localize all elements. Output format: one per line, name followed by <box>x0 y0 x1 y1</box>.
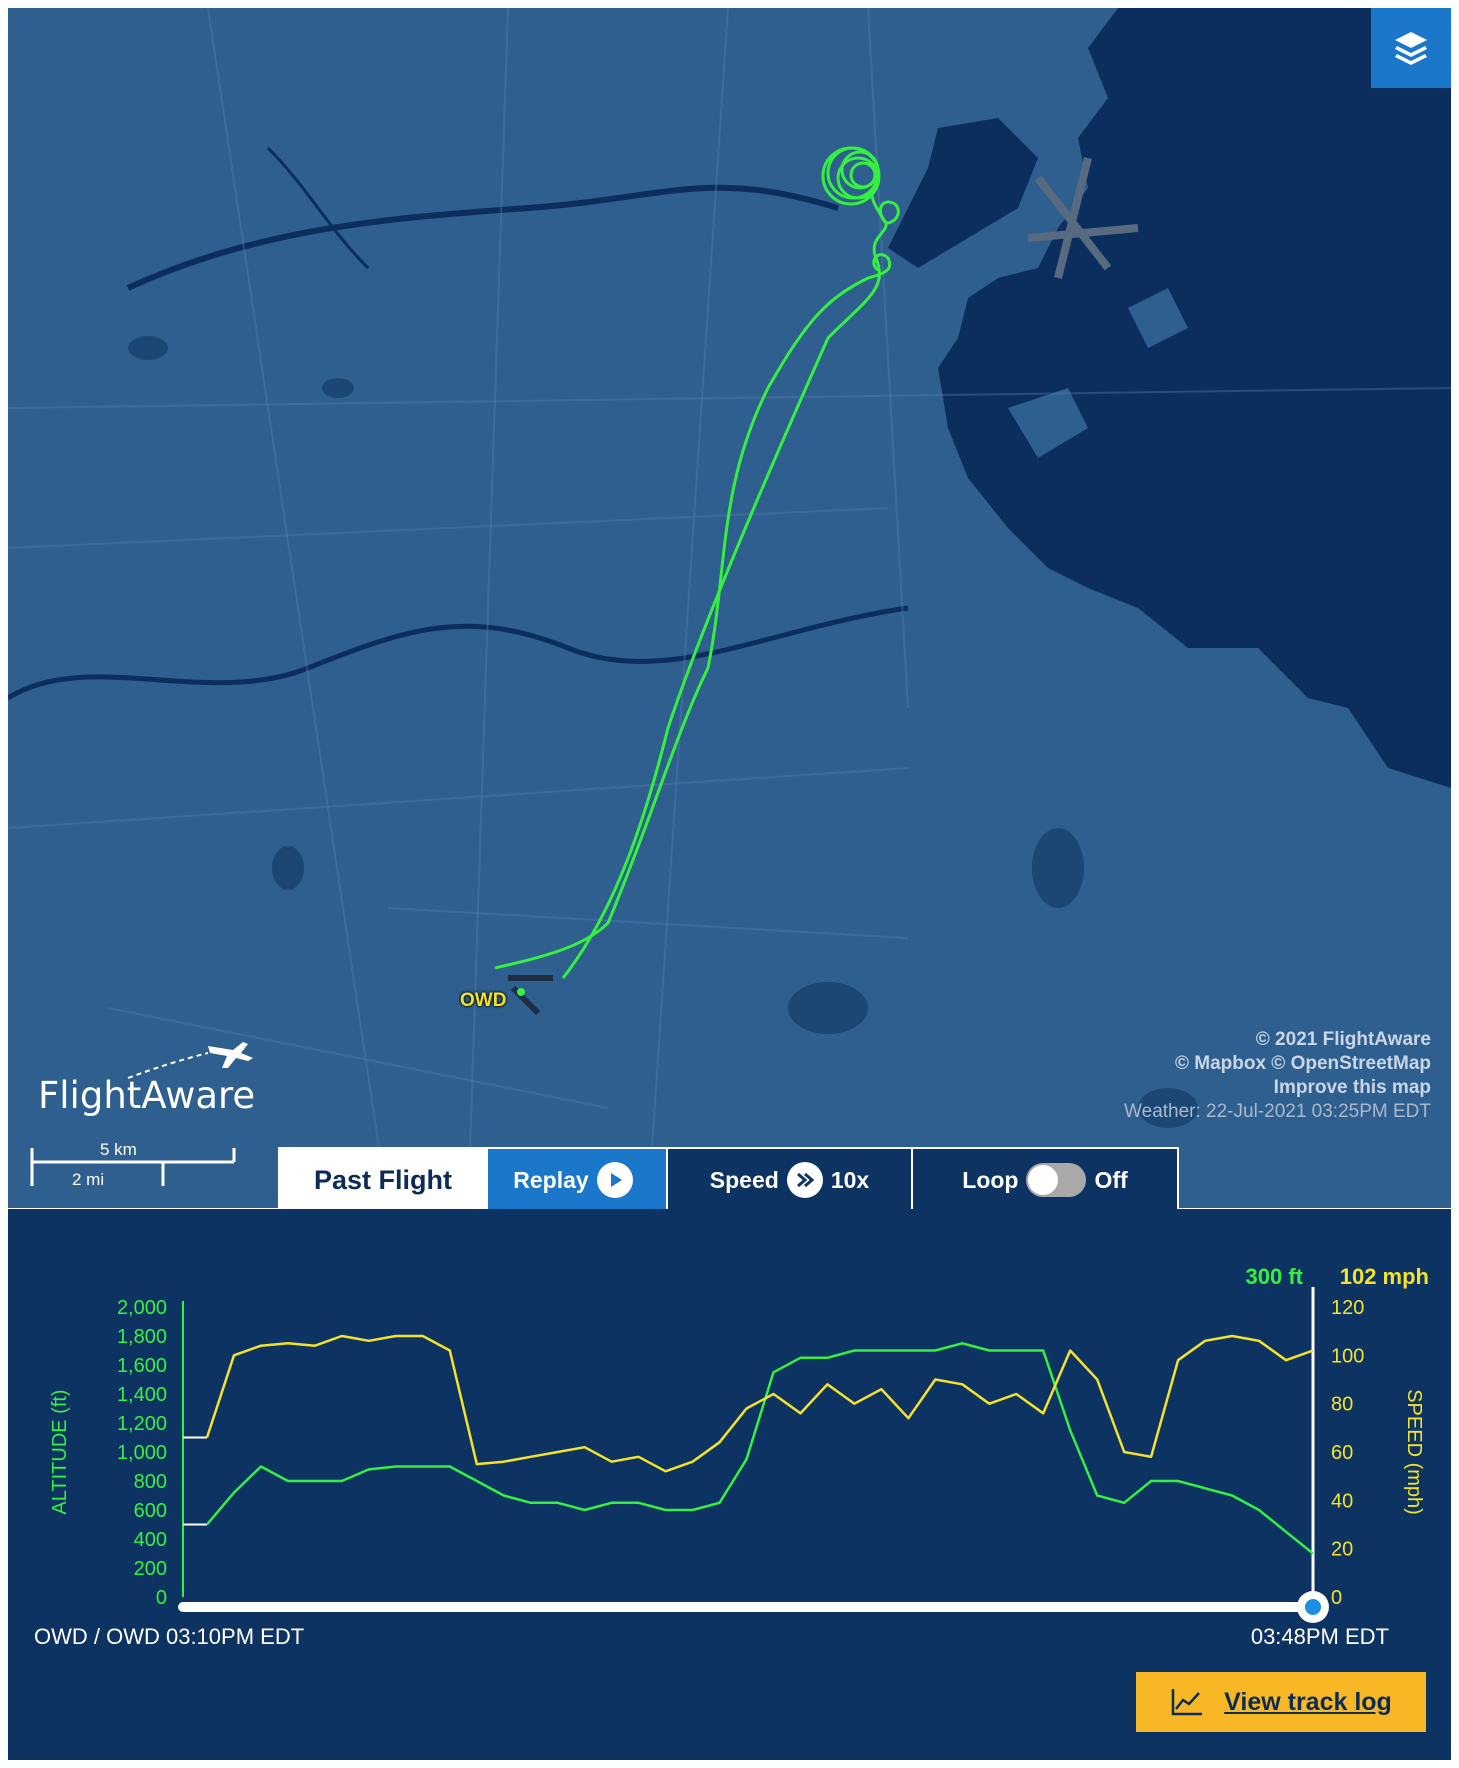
timeline-handle-dot <box>1305 1599 1321 1615</box>
loop-toggle[interactable] <box>1026 1163 1087 1197</box>
loop-control[interactable]: Loop Off <box>913 1149 1177 1211</box>
altitude-tick-label: 0 <box>156 1587 167 1609</box>
altitude-tick-label: 1,800 <box>117 1326 167 1348</box>
altitude-tick-label: 1,000 <box>117 1442 167 1464</box>
current-altitude: 300 ft <box>1245 1264 1303 1289</box>
replay-button[interactable]: Replay <box>488 1149 668 1211</box>
speed-tick-label: 0 <box>1331 1587 1342 1609</box>
lake-shapes <box>128 336 1198 1128</box>
replay-controls: Past Flight Replay Speed 10x Loop Off <box>278 1147 1179 1211</box>
scale-km: 5 km <box>100 1140 137 1159</box>
owd-runways <box>508 975 553 1016</box>
layers-icon <box>1395 32 1427 65</box>
copyright-mapbox-osm[interactable]: © Mapbox © OpenStreetMap <box>1174 1053 1431 1074</box>
chart-line-icon <box>1171 1689 1203 1716</box>
fast-forward-icon <box>786 1162 823 1198</box>
river-line <box>8 605 909 701</box>
weather-timestamp: Weather: 22-Jul-2021 03:25PM EDT <box>1124 1101 1431 1122</box>
departure-time: OWD / OWD 03:10PM EDT <box>34 1624 305 1649</box>
map-basemap <box>8 8 1451 1208</box>
altitude-tick-label: 1,400 <box>117 1384 167 1406</box>
airport-label: OWD <box>460 990 507 1011</box>
current-speed: 102 mph <box>1339 1264 1429 1289</box>
harbor-shape <box>888 118 1038 268</box>
speed-tick-label: 80 <box>1331 1394 1353 1416</box>
scale-bar <box>30 1148 236 1186</box>
speed-value: 10x <box>830 1166 870 1193</box>
map-attribution: © 2021 FlightAware © Mapbox © OpenStreet… <box>1124 1028 1431 1124</box>
speed-axis-label: SPEED (mph) <box>1403 1389 1425 1515</box>
speed-label: Speed <box>709 1166 779 1193</box>
layers-button[interactable] <box>1371 8 1451 88</box>
speed-tick-label: 20 <box>1331 1539 1353 1561</box>
improve-map-link[interactable]: Improve this map <box>1273 1077 1431 1098</box>
scale-mi: 2 mi <box>72 1170 105 1189</box>
ocean-shape <box>938 8 1451 788</box>
speed-tick-label: 100 <box>1331 1345 1364 1367</box>
speed-tick-label: 60 <box>1331 1442 1353 1464</box>
altitude-tick-label: 2,000 <box>117 1297 167 1319</box>
logo-text: FlightAware <box>38 1074 256 1117</box>
map-scale: 5 km 2 mi <box>28 1128 238 1189</box>
island-shape <box>1128 288 1188 348</box>
river-line <box>126 184 839 291</box>
view-track-log-label: View track log <box>1224 1687 1392 1716</box>
holding-circles <box>821 146 881 206</box>
altitude-tick-label: 200 <box>134 1558 167 1580</box>
river-line <box>266 146 370 270</box>
altitude-axis-label: ALTITUDE (ft) <box>49 1389 71 1514</box>
toggle-knob <box>1028 1165 1059 1195</box>
flight-track <box>494 187 900 979</box>
speed-button[interactable]: Speed 10x <box>668 1149 913 1211</box>
past-flight-label: Past Flight <box>313 1164 452 1195</box>
view-track-log-button[interactable]: View track log <box>1136 1672 1426 1732</box>
altitude-tick-label: 800 <box>134 1471 167 1493</box>
loop-value: Off <box>1094 1166 1128 1193</box>
chart-svg: 2,0001,8001,6001,4001,2001,0008006004002… <box>49 1287 1425 1623</box>
replay-label: Replay <box>513 1166 589 1193</box>
speed-tick-label: 40 <box>1331 1490 1353 1512</box>
altitude-speed-chart: 2,000 1,800 1,600 1,400 1,200 1,000 800 600 400 2… <box>8 1209 1451 1760</box>
past-flight-tab[interactable]: Past Flight <box>280 1149 488 1211</box>
altitude-tick-label: 1,600 <box>117 1355 167 1377</box>
copyright-flightaware: © 2021 FlightAware <box>1255 1029 1431 1050</box>
airport-runways <box>1027 157 1139 279</box>
flightaware-logo: FlightAware <box>38 1028 258 1117</box>
arrival-time: 03:48PM EDT <box>1250 1624 1389 1649</box>
loop-label: Loop <box>962 1166 1019 1193</box>
altitude-tick-label: 1,200 <box>117 1413 167 1435</box>
flight-map[interactable]: OWD © 2021 FlightAware © Mapbox © OpenSt… <box>8 8 1451 1208</box>
speed-tick-label: 120 <box>1331 1297 1364 1319</box>
play-icon <box>596 1162 633 1198</box>
road-network <box>8 8 1451 1208</box>
plane-icon <box>127 1042 253 1079</box>
altitude-tick-label: 600 <box>134 1500 167 1522</box>
speed-series-line <box>205 1334 1314 1473</box>
altitude-series-line <box>206 1342 1314 1555</box>
aircraft-position <box>517 988 525 996</box>
altitude-tick-label: 400 <box>134 1529 167 1551</box>
island-shape <box>1008 388 1088 458</box>
